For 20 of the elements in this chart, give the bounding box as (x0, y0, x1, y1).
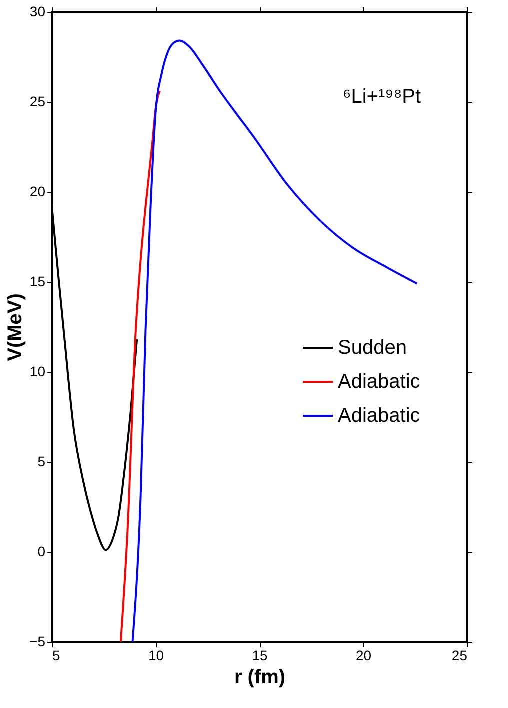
x-tick-label: 15 (252, 648, 268, 664)
x-tick-label: 10 (148, 648, 164, 664)
x-tick-label: 20 (356, 648, 372, 664)
annotation: ⁶Li+¹⁹⁸Pt (342, 86, 422, 108)
x-axis-title: r (fm) (234, 666, 286, 688)
y-tick-label: 25 (30, 94, 46, 110)
x-tick-label: 5 (52, 648, 60, 664)
y-tick-label: 30 (30, 4, 46, 20)
x-tick-label: 25 (452, 648, 468, 664)
y-tick-label: 20 (30, 184, 46, 200)
y-tick-label: 15 (30, 274, 46, 290)
legend-label: Adiabatic (338, 405, 420, 427)
legend-label: Adiabatic (338, 371, 420, 393)
y-tick-label: 0 (38, 544, 46, 560)
legend-label: Sudden (338, 337, 407, 359)
y-axis-title: V(MeV) (4, 294, 27, 362)
y-tick-label: 10 (30, 364, 46, 380)
y-tick-label: −5 (30, 634, 46, 650)
line-series (120, 90, 161, 642)
y-tick-label: 5 (38, 454, 46, 470)
